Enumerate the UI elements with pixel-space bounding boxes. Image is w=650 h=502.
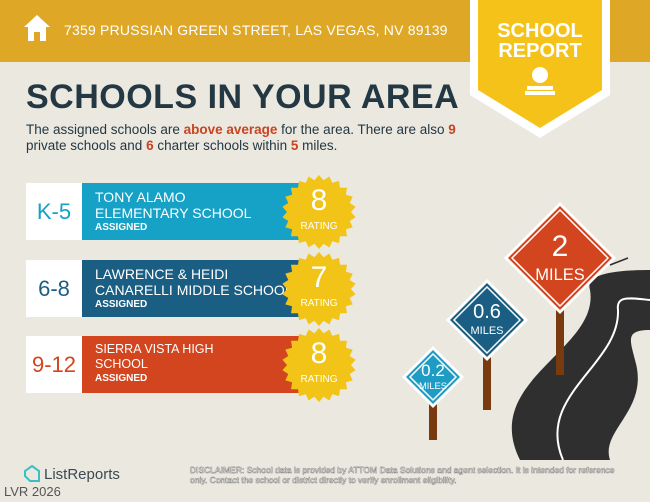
- school-status: ASSIGNED: [95, 222, 148, 233]
- home-icon: [24, 15, 50, 41]
- rating-value: 8: [310, 184, 328, 217]
- listreports-logo: ListReports: [24, 465, 120, 483]
- watermark: LVR 2026: [4, 484, 61, 499]
- school-row[interactable]: 6-8 LAWRENCE & HEIDI CANARELLI MIDDLE SCH…: [26, 252, 366, 326]
- rating-label: RATING: [300, 374, 338, 385]
- school-info: LAWRENCE & HEIDI CANARELLI MIDDLE SCHOOL …: [82, 260, 302, 317]
- rating-value: 7: [310, 261, 328, 294]
- rating-seal: 8 RATING: [282, 328, 356, 402]
- school-info: SIERRA VISTA HIGH SCHOOL ASSIGNED: [82, 336, 302, 393]
- distance-sign: 0.2 MILES: [402, 346, 464, 408]
- rating-label: RATING: [300, 298, 338, 309]
- property-address: 7359 PRUSSIAN GREEN STREET, LAS VEGAS, N…: [64, 22, 448, 38]
- school-row[interactable]: K-5 TONY ALAMO ELEMENTARY SCHOOL ASSIGNED…: [26, 175, 366, 249]
- badge-line1: SCHOOL: [497, 20, 583, 42]
- school-name: TONY ALAMO ELEMENTARY SCHOOL: [95, 189, 252, 221]
- school-name: LAWRENCE & HEIDI CANARELLI MIDDLE SCHOOL: [95, 266, 293, 298]
- badge-line2: REPORT: [498, 40, 582, 62]
- sign-unit: MILES: [535, 265, 585, 284]
- school-status: ASSIGNED: [95, 299, 148, 310]
- intro-text: The assigned schools are above average f…: [26, 122, 456, 153]
- page-title: SCHOOLS IN YOUR AREA: [26, 78, 460, 116]
- rating-value: 8: [310, 337, 328, 370]
- sign-distance: 0.6: [473, 301, 501, 323]
- school-status: ASSIGNED: [95, 373, 148, 384]
- sign-distance: 2: [551, 229, 569, 263]
- grade-range: 6-8: [26, 260, 82, 317]
- distance-sign: 0.6 MILES: [446, 279, 528, 361]
- school-row[interactable]: 9-12 SIERRA VISTA HIGH SCHOOL ASSIGNED 8 …: [26, 328, 366, 402]
- road-illustration: [429, 257, 650, 460]
- apple-books-icon: [525, 67, 555, 95]
- rating-label: RATING: [300, 221, 338, 232]
- rating-seal: 8 RATING: [282, 175, 356, 249]
- sign-unit: MILES: [418, 381, 448, 392]
- school-info: TONY ALAMO ELEMENTARY SCHOOL ASSIGNED: [82, 183, 302, 240]
- grade-range: 9-12: [26, 336, 82, 393]
- listreports-icon: [24, 465, 40, 482]
- sign-unit: MILES: [470, 325, 504, 337]
- sign-distance: 0.2: [421, 360, 445, 380]
- grade-range: K-5: [26, 183, 82, 240]
- school-name: SIERRA VISTA HIGH SCHOOL: [95, 342, 214, 371]
- school-report-badge: SCHOOL REPORT: [470, 0, 610, 140]
- rating-seal: 7 RATING: [282, 252, 356, 326]
- disclaimer: DISCLAIMER: School data is provided by A…: [190, 465, 615, 485]
- distance-sign: 2 MILES: [504, 202, 616, 314]
